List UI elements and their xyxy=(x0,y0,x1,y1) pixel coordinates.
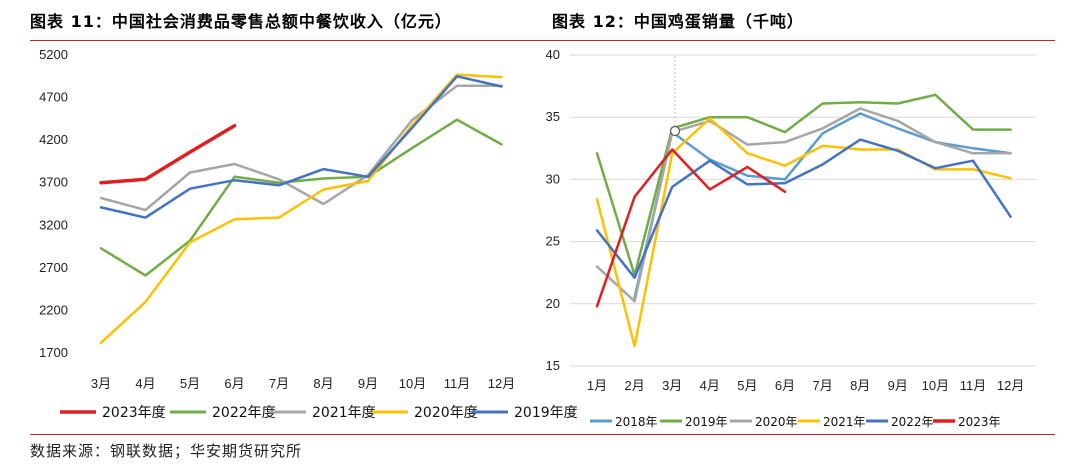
series-line-2023年度 xyxy=(99,123,237,185)
x-tick-label: 11月 xyxy=(960,378,987,393)
left-chart: 1700 2200 2700 3200 3700 4200 4700 5200 3月 4月 5月 6月… xyxy=(39,47,578,421)
x-tick-label: 12月 xyxy=(997,378,1024,393)
legend-label: 2019年 xyxy=(685,415,728,429)
series-line-2018年 xyxy=(633,112,1012,299)
y-tick-label: 2200 xyxy=(39,302,68,317)
legend-label: 2018年 xyxy=(615,415,658,429)
y-tick-label: 20 xyxy=(546,296,560,311)
x-tick-label: 10月 xyxy=(399,376,426,391)
y-tick-label: 4700 xyxy=(39,90,68,105)
x-tick-label: 7月 xyxy=(269,376,289,391)
top-divider xyxy=(30,40,1055,41)
x-tick-label: 4月 xyxy=(700,378,720,393)
legend-label: 2020年度 xyxy=(414,405,478,421)
y-tick-label: 2700 xyxy=(39,260,68,275)
legend-label: 2022年 xyxy=(891,415,934,429)
legend-label: 2019年度 xyxy=(514,405,578,421)
x-tick-label: 6月 xyxy=(224,376,244,391)
legend-label: 2023年度 xyxy=(102,405,166,421)
bottom-divider xyxy=(30,434,1055,435)
series-line-2019年度 xyxy=(99,75,503,219)
x-tick-label: 5月 xyxy=(180,376,200,391)
x-tick-label: 3月 xyxy=(91,376,111,391)
legend-label: 2021年度 xyxy=(312,405,376,421)
y-tick-label: 15 xyxy=(546,358,560,373)
series-line-2019年 xyxy=(595,93,1012,277)
legend-label: 2022年度 xyxy=(212,405,276,421)
y-tick-label: 35 xyxy=(546,109,560,124)
x-tick-label: 5月 xyxy=(737,378,757,393)
x-tick-label: 3月 xyxy=(662,378,682,393)
y-tick-label: 30 xyxy=(546,171,560,186)
y-tick-label: 4200 xyxy=(39,132,68,147)
y-tick-label: 25 xyxy=(546,234,560,249)
y-tick-label: 40 xyxy=(546,47,560,62)
x-tick-label: 11月 xyxy=(444,376,471,391)
series-line-2021年 xyxy=(595,117,1012,348)
x-tick-label: 9月 xyxy=(358,376,378,391)
y-tick-label: 5200 xyxy=(39,47,68,62)
x-tick-label: 9月 xyxy=(888,378,908,393)
x-tick-label: 1月 xyxy=(587,378,607,393)
legend-label: 2021年 xyxy=(823,415,866,429)
series-line-2022年度 xyxy=(99,118,503,277)
x-tick-label: 8月 xyxy=(850,378,870,393)
series-line-2021年度 xyxy=(99,84,503,212)
x-tick-label: 6月 xyxy=(775,378,795,393)
y-tick-label: 3700 xyxy=(39,175,68,190)
x-tick-label: 4月 xyxy=(135,376,155,391)
x-tick-label: 12月 xyxy=(488,376,515,391)
hover-marker xyxy=(669,125,681,137)
y-tick-label: 1700 xyxy=(39,345,68,360)
source-note: 数据来源：钢联数据；华安期货研究所 xyxy=(30,442,303,460)
legend-label: 2023年 xyxy=(958,415,1001,429)
legend-label: 2020年 xyxy=(755,415,798,429)
x-tick-label: 7月 xyxy=(812,378,832,393)
y-tick-label: 3200 xyxy=(39,217,68,232)
series-line-2020年 xyxy=(595,107,1012,303)
series-line-2023年 xyxy=(595,148,787,308)
x-tick-label: 8月 xyxy=(313,376,333,391)
x-tick-label: 2月 xyxy=(624,378,644,393)
right-chart-title: 图表 12：中国鸡蛋销量（千吨） xyxy=(552,12,804,31)
series-line-2020年度 xyxy=(99,73,503,345)
left-chart-title: 图表 11：中国社会消费品零售总额中餐饮收入（亿元） xyxy=(30,12,452,31)
series-line-2022年 xyxy=(595,138,1012,279)
right-chart: 15 20 25 30 35 40 1月 2月 3月 4月 5月 6月 7月 8月 9月 10月 11月 12月 2… xyxy=(546,47,1036,429)
x-tick-label: 10月 xyxy=(922,378,949,393)
